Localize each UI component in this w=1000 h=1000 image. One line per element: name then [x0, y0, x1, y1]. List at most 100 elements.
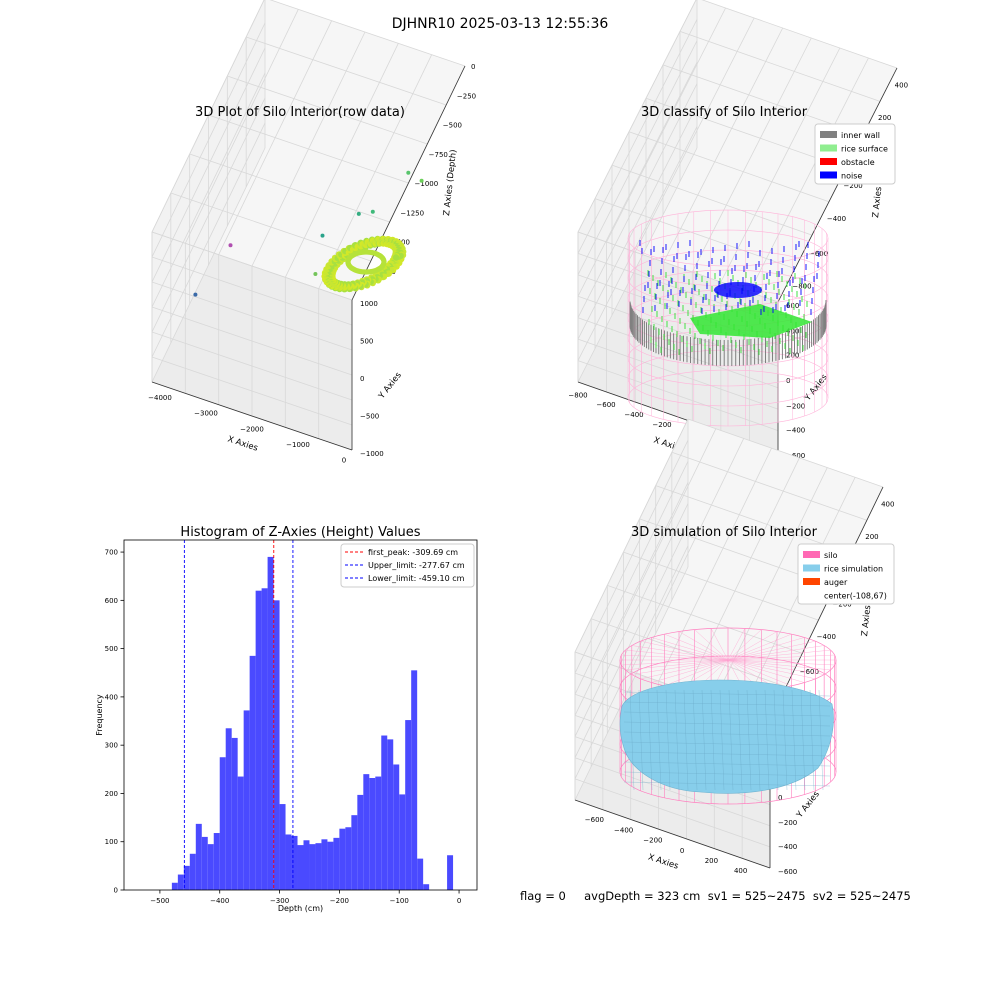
x-tick-label: −200 — [330, 897, 349, 905]
y-tick-label: 0 — [114, 887, 118, 895]
histogram-bar — [231, 737, 238, 890]
grid-line — [720, 47, 841, 283]
grid-line — [151, 256, 353, 326]
grid-line — [574, 524, 689, 758]
z-tick-label: −250 — [457, 92, 476, 100]
legend-swatch — [820, 131, 837, 138]
surface-mesh-line — [800, 689, 806, 791]
histogram-bar — [225, 728, 232, 890]
grid-line — [574, 778, 771, 848]
silo-roof-spoke — [727, 645, 825, 661]
legend-swatch — [820, 158, 837, 165]
grid-line — [663, 27, 784, 263]
histogram-bar — [405, 720, 412, 890]
legend-entry: Upper_limit: -277.67 cm — [368, 561, 465, 570]
legend-swatch — [820, 144, 837, 152]
grid-line — [658, 447, 772, 682]
chart-title: 3D simulation of Silo Interior — [631, 525, 818, 540]
grid-line — [577, 147, 698, 383]
silo-roof-spoke — [727, 654, 835, 661]
x-tick-label: 0 — [457, 897, 461, 905]
z-tick-label: 200 — [865, 533, 878, 541]
y-tick-label: 700 — [105, 549, 118, 557]
legend-simulation: silo rice simulation auger center(-108,67) — [797, 543, 895, 605]
x-tick-label: 0 — [680, 847, 684, 855]
grid-line — [749, 57, 869, 293]
y-tick-label: −400 — [786, 427, 805, 435]
legend-swatch — [820, 171, 837, 179]
y-tick-label: 200 — [786, 352, 799, 360]
histogram-bar — [399, 794, 406, 890]
grid-line — [634, 17, 755, 253]
histogram-bar — [327, 841, 334, 890]
y-axis-label: Frequency — [95, 694, 104, 736]
histogram-bar — [417, 858, 424, 890]
histogram-bar — [351, 815, 358, 890]
histogram-bar — [171, 882, 178, 890]
grid-line — [574, 418, 689, 653]
grid-line — [151, 231, 353, 301]
noise-points — [639, 240, 820, 315]
silo-roof-spoke — [727, 631, 778, 661]
silo-roof-spoke — [678, 631, 729, 661]
surface-mesh-line — [719, 689, 725, 791]
y-tick-label: −600 — [786, 452, 805, 460]
z-tick-label: 0 — [471, 63, 475, 71]
legend-box — [797, 543, 895, 605]
y-tick-label: 100 — [105, 838, 118, 846]
histogram-bar — [183, 865, 190, 890]
y-tick-label: 500 — [105, 645, 118, 653]
histogram-bar — [333, 837, 340, 890]
surface-mesh-line — [782, 689, 788, 791]
y-tick-label: 600 — [105, 597, 118, 605]
legend-swatch — [803, 564, 820, 572]
x-tick-label: −400 — [614, 826, 633, 834]
z-tick-label: −1250 — [400, 209, 424, 217]
silo-roof-spoke — [727, 629, 762, 661]
grid-line — [577, 83, 698, 318]
x-axis-label: Depth (cm) — [278, 904, 323, 913]
surface-mesh-line — [638, 689, 644, 791]
z-tick-label: 400 — [881, 500, 894, 508]
histogram-bar — [213, 833, 220, 890]
x-tick-label: −2000 — [240, 425, 264, 433]
legend-entry: noise — [841, 172, 862, 181]
y-tick-label: 300 — [105, 742, 118, 750]
grid-line — [606, 7, 726, 243]
y-tick-label: 0 — [786, 377, 790, 385]
histogram-bar — [297, 845, 304, 890]
surface-mesh-line — [623, 781, 831, 787]
histogram-bar — [207, 844, 214, 890]
silo-roof-spoke — [727, 659, 792, 687]
legend-swatch — [803, 551, 820, 558]
y-tick-label: −400 — [778, 843, 797, 851]
x-tick-label: −400 — [210, 897, 229, 905]
cloud-point — [381, 258, 387, 264]
surface-mesh-line — [623, 721, 831, 727]
silo-roof-spoke — [727, 641, 816, 661]
outlier-point — [228, 243, 233, 248]
y-tick-label: −200 — [778, 819, 797, 827]
z-tick-label: −400 — [827, 215, 846, 223]
plot-area — [124, 540, 477, 890]
histogram-bar — [363, 774, 370, 890]
rice-simulation-blob — [619, 679, 834, 794]
grid-line — [577, 40, 698, 276]
grid-line — [713, 467, 828, 701]
surface-mesh-line — [623, 751, 831, 757]
silo-roof-spoke — [621, 654, 729, 661]
z-tick-label: −800 — [792, 283, 811, 291]
legend-entry: inner wall — [841, 131, 880, 140]
rice-surface-patch — [690, 304, 812, 338]
silo-roof-spoke — [621, 659, 729, 666]
surface-mesh-line — [623, 771, 831, 777]
grid-line — [574, 439, 689, 674]
histogram-bar — [219, 757, 226, 890]
y-tick-label: 200 — [105, 790, 118, 798]
histogram-bar — [279, 804, 286, 890]
grid-line — [594, 198, 796, 269]
surface-mesh-line — [665, 689, 671, 791]
surface-mesh-line — [623, 691, 831, 697]
chart-title: Histogram of Z-Axies (Height) Values — [180, 525, 420, 540]
